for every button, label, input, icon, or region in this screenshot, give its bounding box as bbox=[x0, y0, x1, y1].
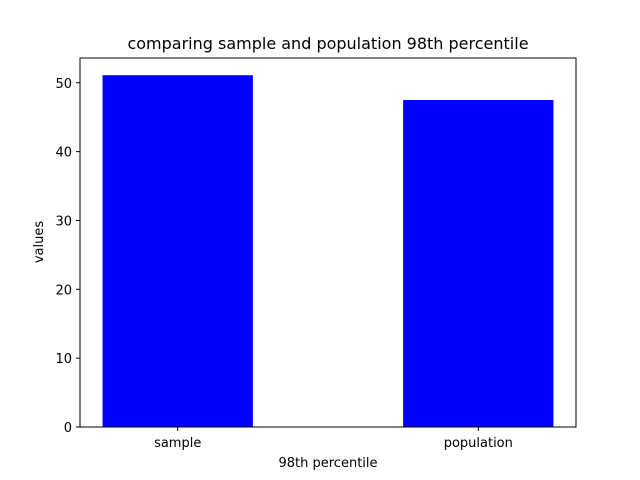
y-tick-label: 50 bbox=[55, 77, 72, 92]
chart-title: comparing sample and population 98th per… bbox=[127, 34, 528, 53]
x-tick-label: sample bbox=[154, 436, 201, 451]
y-tick-label: 30 bbox=[55, 214, 72, 229]
y-tick-label: 20 bbox=[55, 283, 72, 298]
bar-sample bbox=[102, 75, 253, 428]
plot-frame bbox=[79, 57, 577, 428]
x-axis-label: 98th percentile bbox=[278, 456, 377, 471]
plot-area: sample population 0 10 20 30 40 50 bbox=[55, 75, 554, 451]
y-tick-label: 40 bbox=[55, 146, 72, 161]
y-tick-label: 0 bbox=[64, 421, 72, 436]
x-tick-label: population bbox=[444, 436, 513, 451]
bar-population bbox=[403, 99, 554, 428]
y-tick-label: 10 bbox=[55, 352, 72, 367]
y-axis-label: values bbox=[32, 221, 47, 264]
